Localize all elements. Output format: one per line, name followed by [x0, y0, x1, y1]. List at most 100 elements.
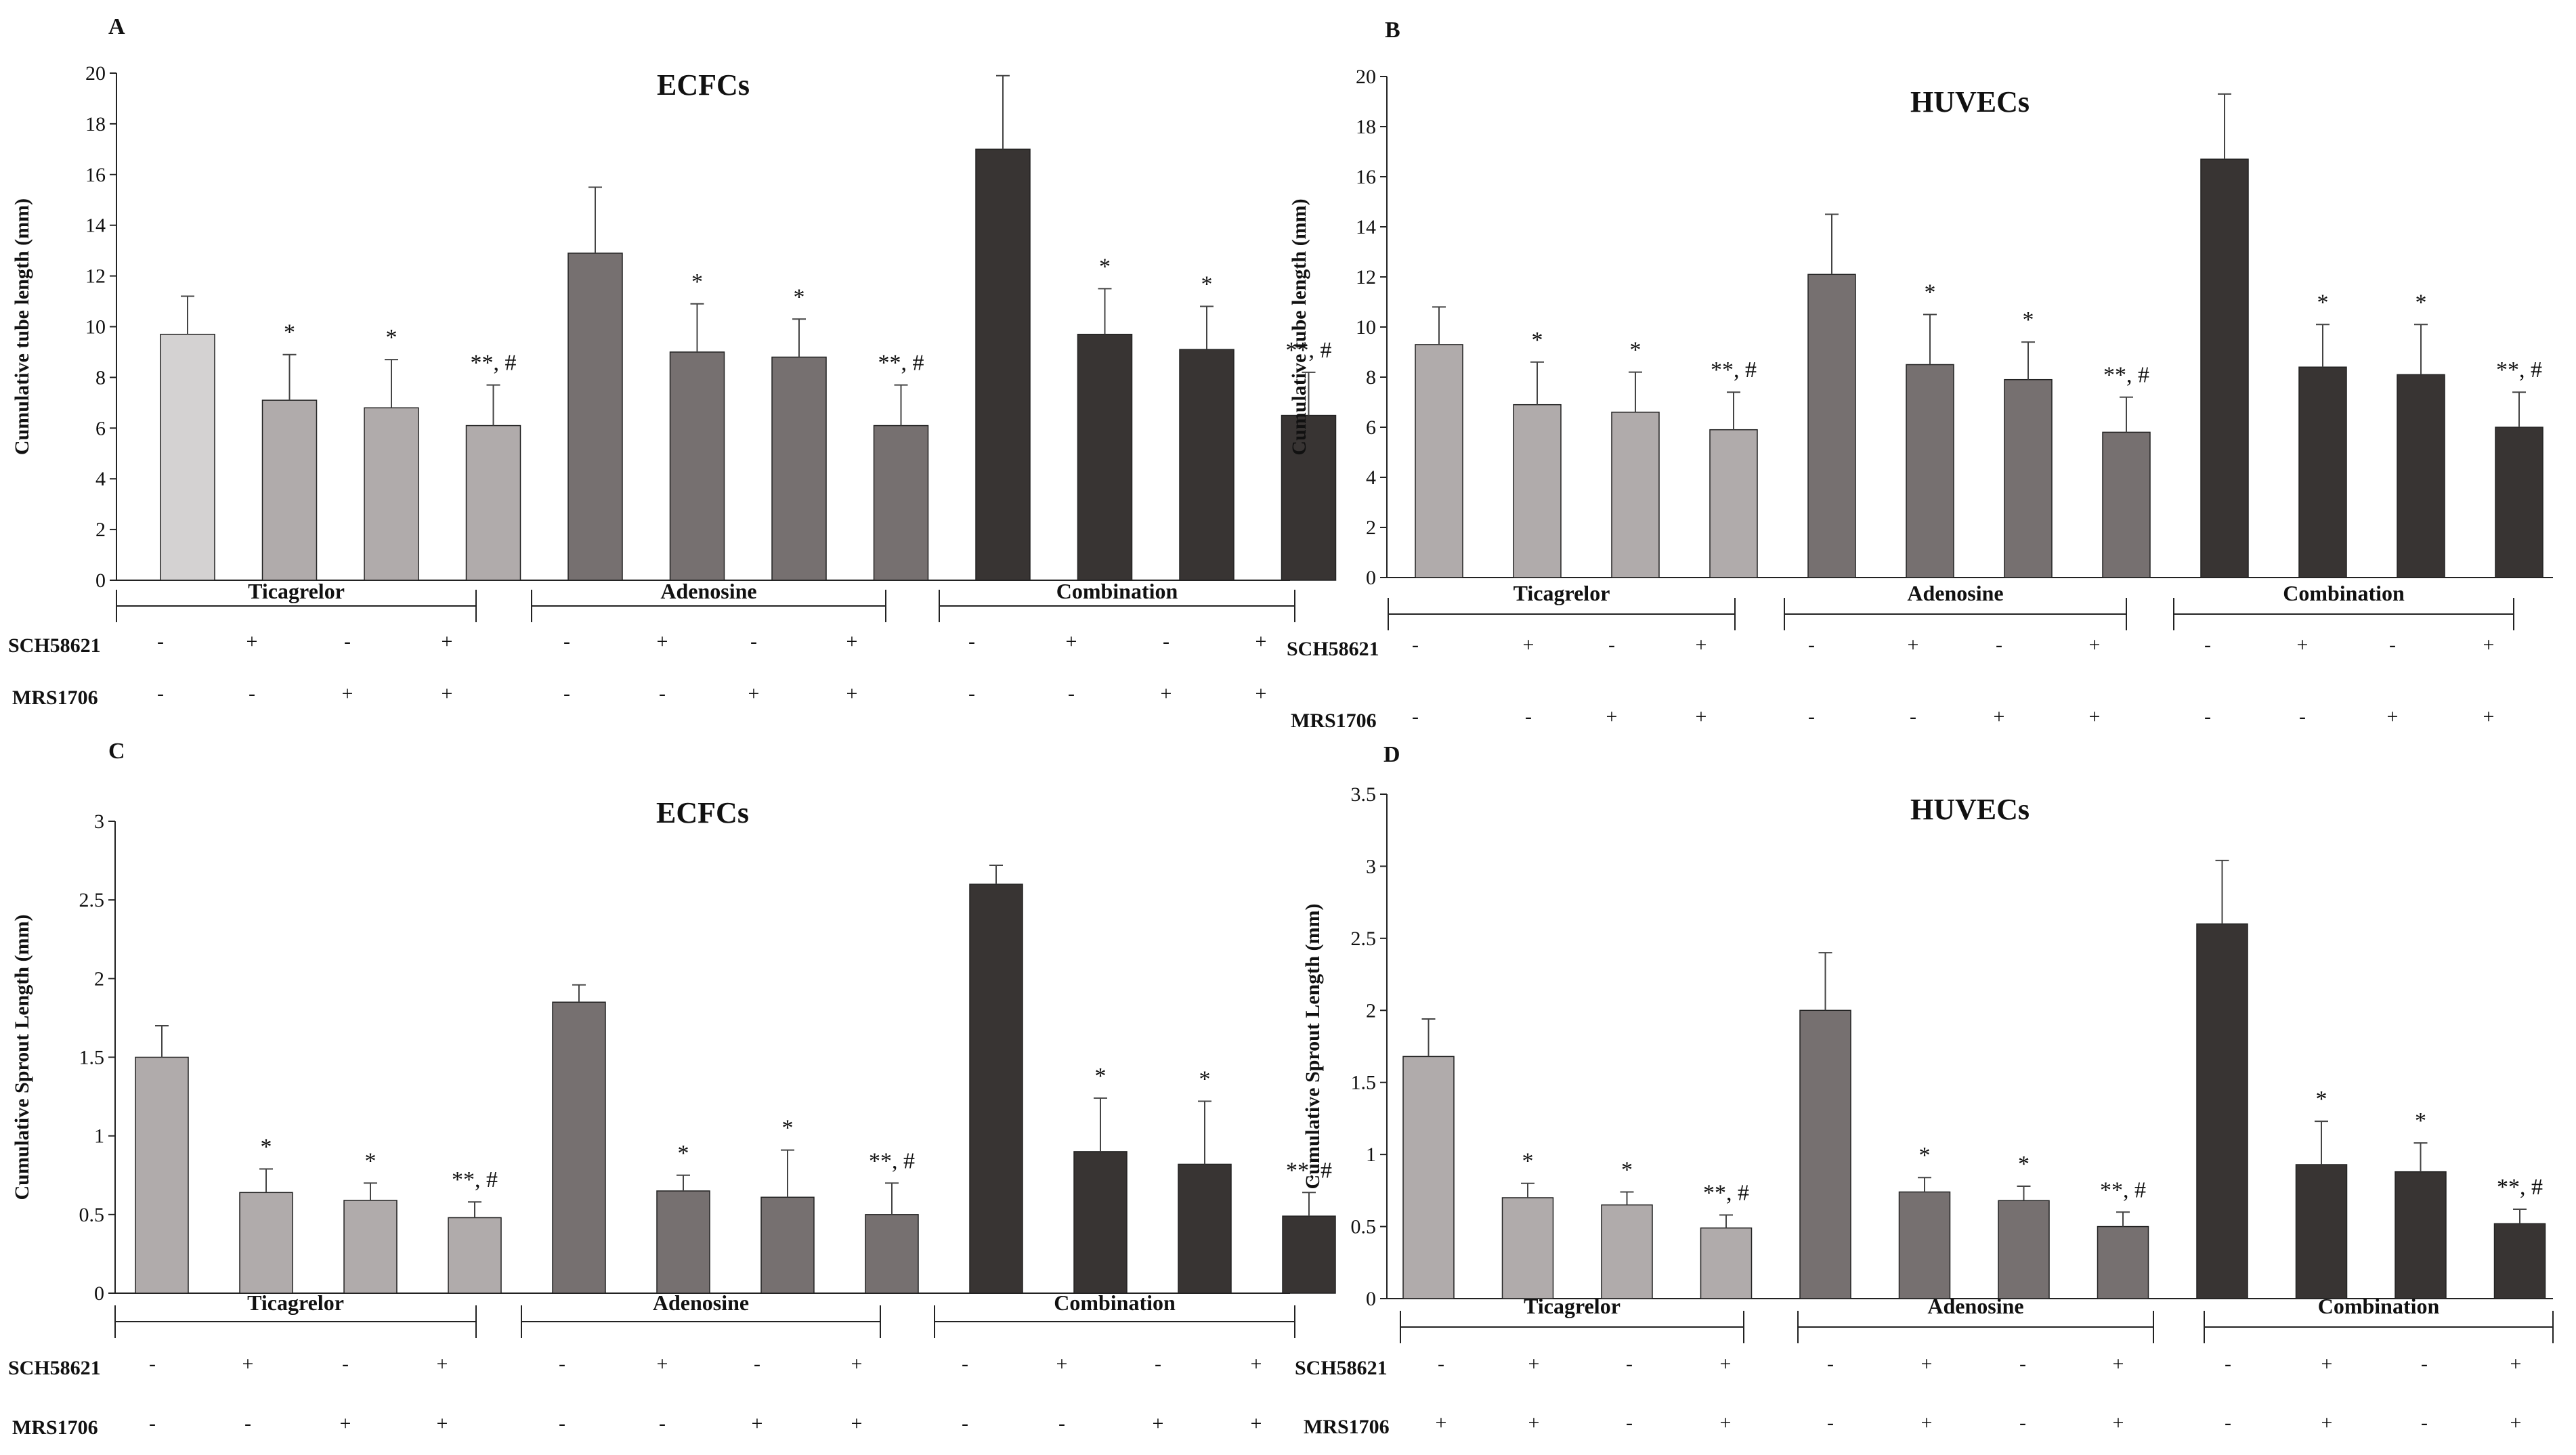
bar: [1073, 1151, 1128, 1294]
mrs1706-flag: +: [1606, 705, 1618, 728]
significance-marker: **, #: [2496, 357, 2542, 383]
significance-marker: *: [1532, 328, 1543, 353]
sch58621-flag: +: [851, 1353, 863, 1375]
sch58621-flag: -: [2204, 634, 2211, 656]
bar: [1807, 274, 1856, 578]
mrs1706-flag: +: [342, 682, 353, 705]
mrs1706-flag: -: [962, 1412, 968, 1435]
y-tick-label: 18: [85, 113, 106, 135]
significance-marker: **, #: [1703, 1181, 1749, 1206]
mrs1706-flag: +: [1696, 705, 1707, 728]
bar: [2397, 374, 2445, 578]
sch58621-flag: +: [1523, 634, 1534, 656]
sch58621-flag: +: [1696, 634, 1707, 656]
mrs1706-flag: -: [149, 1412, 156, 1435]
mrs1706-flag: +: [748, 682, 760, 705]
mrs1706-flag: +: [2510, 1412, 2522, 1434]
mrs1706-flag: -: [2019, 1412, 2026, 1434]
mrs1706-flag: +: [2113, 1412, 2124, 1434]
group-label: Combination: [1056, 579, 1178, 603]
chart-title: ECFCs: [656, 796, 749, 829]
y-tick-label: 6: [95, 417, 106, 439]
sch58621-flag: -: [2019, 1353, 2026, 1375]
sch58621-flag: +: [242, 1353, 254, 1375]
panel-letter: D: [1383, 742, 1400, 767]
bar: [448, 1217, 502, 1294]
bar: [2298, 366, 2347, 578]
y-tick-label: 14: [1356, 216, 1376, 238]
mrs1706-flag: -: [1412, 705, 1419, 728]
y-tick-label: 0.5: [1351, 1216, 1377, 1238]
mrs1706-flag: +: [752, 1412, 763, 1435]
mrs1706-flag: +: [442, 682, 453, 705]
y-tick-label: 8: [1366, 366, 1376, 389]
significance-marker: *: [386, 325, 398, 350]
y-tick-label: 2: [1366, 999, 1376, 1022]
y-tick-label: 16: [85, 164, 106, 186]
group-label: Ticagrelor: [1514, 581, 1610, 605]
chart-panel-d: D HUVECs Cumulative Sprout Length (mm) 0 0.5…: [1295, 742, 2554, 1438]
significance-marker: *: [365, 1148, 377, 1173]
bar: [969, 884, 1023, 1294]
y-tick-label: 14: [85, 215, 106, 237]
significance-marker: *: [2415, 1108, 2426, 1133]
bar: [2196, 923, 2248, 1299]
y-tick-label: 3.5: [1351, 783, 1377, 806]
group-label: Combination: [1054, 1290, 1176, 1315]
bar: [771, 356, 827, 581]
sch58621-flag: +: [1251, 1353, 1262, 1375]
bar: [261, 399, 318, 581]
bar: [160, 333, 215, 581]
bar: [1415, 344, 1463, 578]
significance-marker: *: [1925, 280, 1936, 305]
significance-marker: *: [782, 1116, 794, 1141]
sch58621-flag: -: [1155, 1353, 1161, 1375]
y-tick-label: 1: [94, 1125, 104, 1148]
mrs1706-flag: -: [157, 682, 164, 705]
y-tick-label: 20: [85, 62, 106, 85]
bar: [2493, 1223, 2546, 1299]
sch58621-flag: +: [1921, 1353, 1933, 1375]
y-tick-label: 2.5: [1351, 928, 1377, 950]
y-tick-label: 16: [1356, 166, 1376, 188]
significance-marker: *: [1621, 1157, 1633, 1182]
sch58621-flag: -: [968, 630, 975, 653]
significance-marker: *: [794, 284, 805, 309]
y-tick-label: 3: [94, 810, 104, 833]
mrs1706-flag: -: [1626, 1412, 1633, 1434]
row-label-sch58621: SCH58621: [1295, 1357, 1388, 1379]
significance-marker: *: [2023, 307, 2034, 332]
sch58621-flag: -: [962, 1353, 968, 1375]
bar: [135, 1056, 189, 1294]
mrs1706-flag: -: [1827, 1412, 1834, 1434]
significance-marker: *: [284, 320, 295, 345]
sch58621-flag: -: [559, 1353, 565, 1375]
sch58621-flag: -: [2225, 1353, 2231, 1375]
y-tick-label: 1: [1366, 1144, 1376, 1166]
sch58621-flag: +: [1528, 1353, 1540, 1375]
significance-marker: **, #: [1711, 357, 1757, 383]
sch58621-flag: -: [342, 1353, 349, 1375]
group-label: Ticagrelor: [1524, 1294, 1620, 1318]
sch58621-flag: +: [246, 630, 258, 653]
group-label: Adenosine: [1907, 581, 2003, 605]
y-tick-label: 10: [1356, 316, 1376, 339]
mrs1706-flag: +: [846, 682, 858, 705]
mrs1706-flag: -: [1808, 705, 1815, 728]
significance-marker: **, #: [1286, 1158, 1332, 1183]
sch58621-flag: -: [1808, 634, 1815, 656]
chart-panel-c: C ECFCs Cumulative Sprout Length (mm) 0 0.5 1…: [8, 739, 1336, 1439]
sch58621-flag: -: [754, 1353, 760, 1375]
sch58621-flag: -: [750, 630, 757, 653]
sch58621-flag: +: [2297, 634, 2309, 656]
y-tick-label: 2.5: [79, 889, 105, 911]
sch58621-flag: -: [344, 630, 351, 653]
mrs1706-flag: +: [2483, 705, 2495, 728]
bar: [2295, 1164, 2348, 1299]
y-tick-label: 6: [1366, 416, 1376, 439]
mrs1706-flag: +: [1994, 705, 2005, 728]
sch58621-flag: +: [2483, 634, 2495, 656]
mrs1706-flag: -: [2299, 705, 2306, 728]
sch58621-flag: +: [1056, 1353, 1068, 1375]
